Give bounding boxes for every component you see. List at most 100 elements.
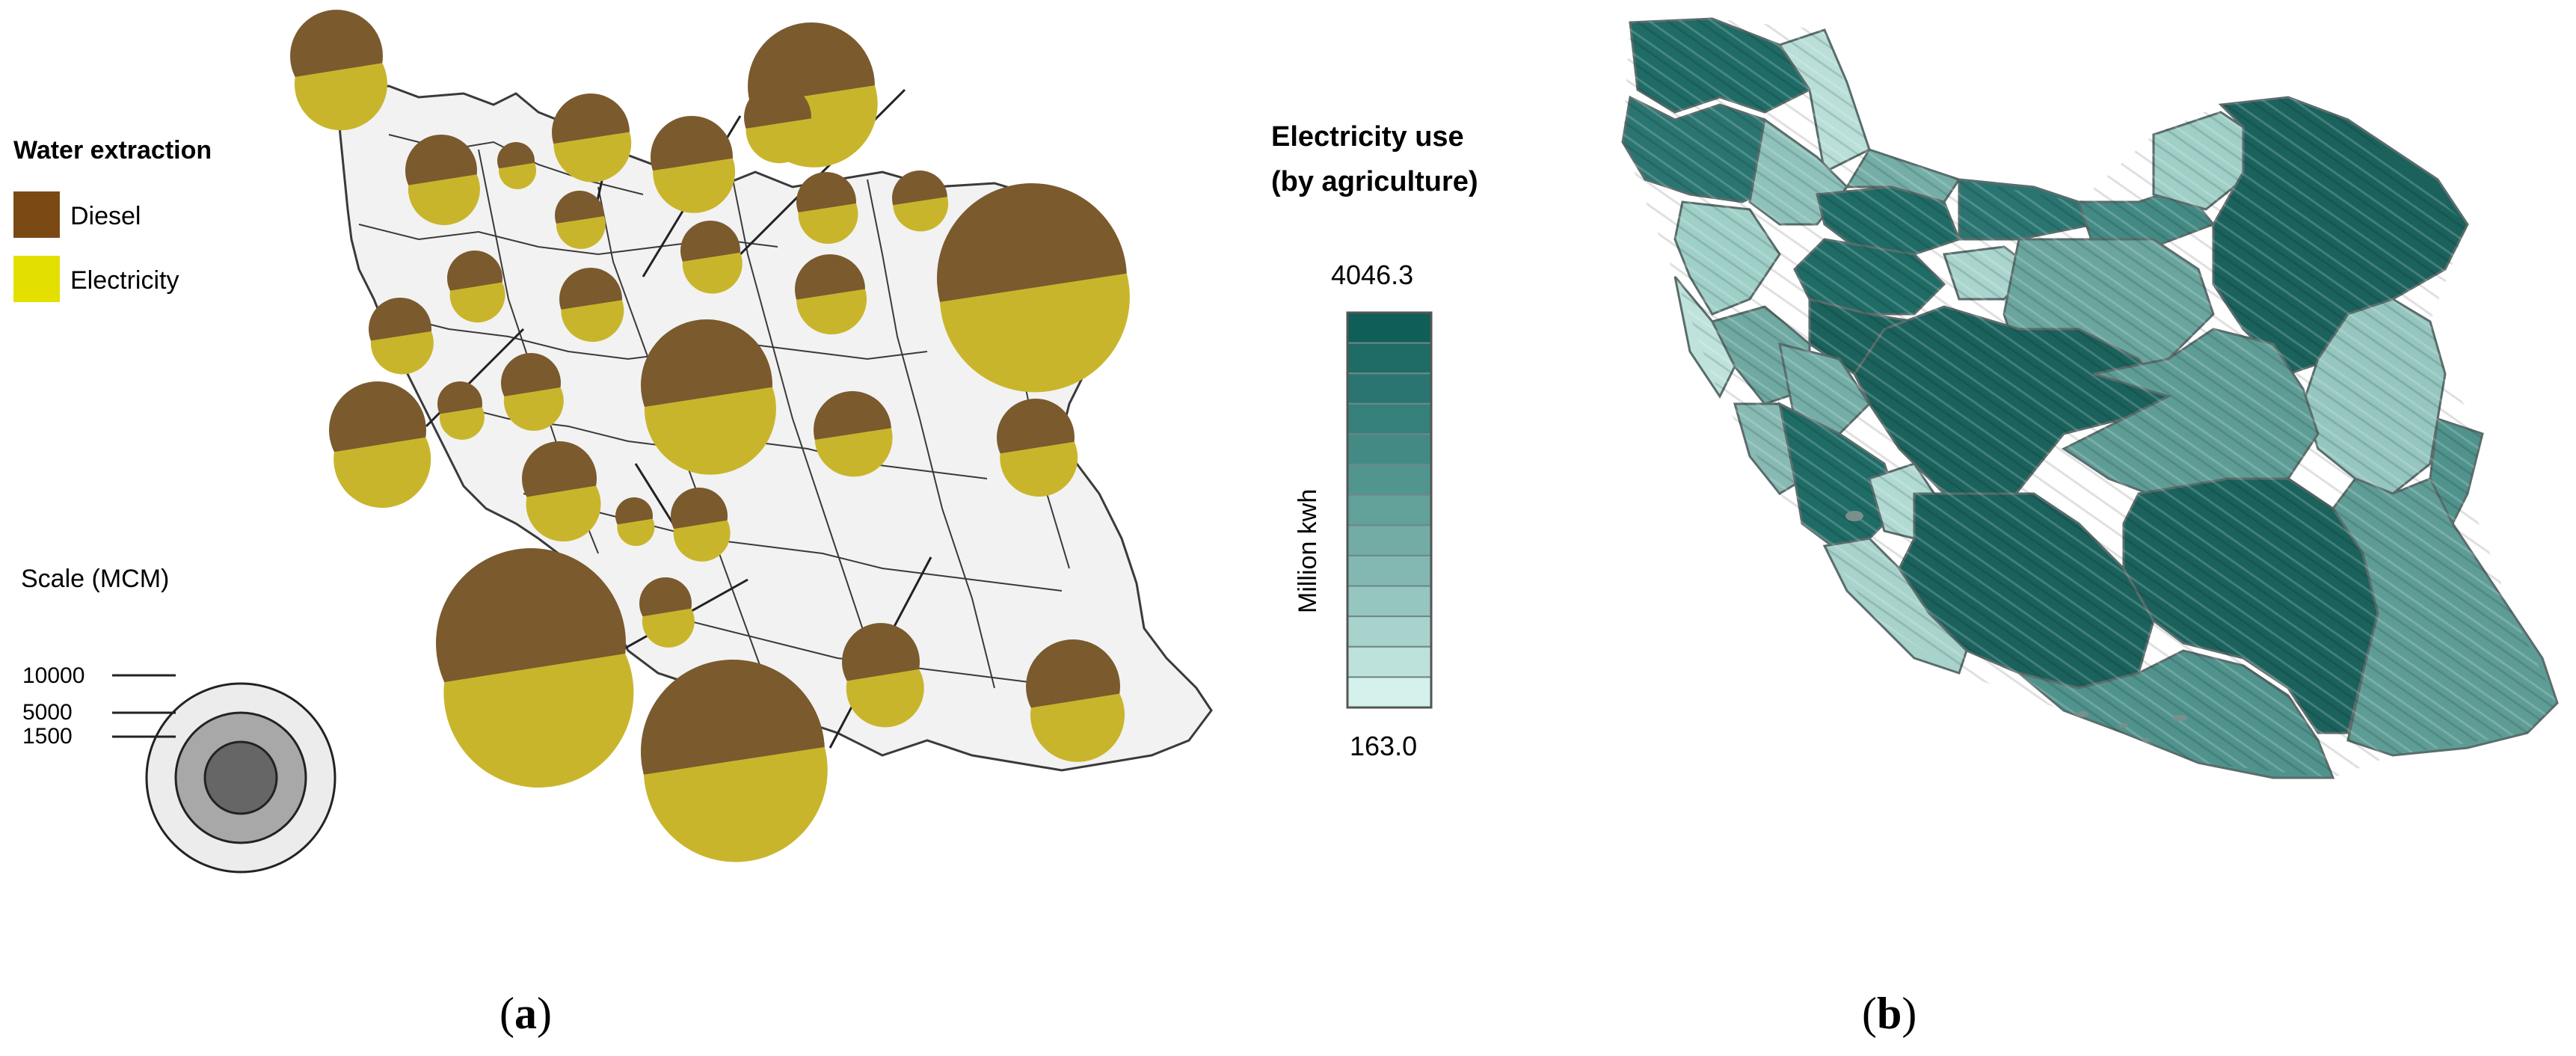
pie-electricity-share bbox=[746, 118, 814, 164]
colorbar-step bbox=[1347, 524, 1432, 556]
pie-electricity-share bbox=[814, 428, 893, 477]
pie-chart bbox=[892, 171, 949, 232]
pie-chart bbox=[651, 116, 736, 213]
pie-chart bbox=[555, 191, 606, 249]
map-b-provinces bbox=[1621, 17, 2559, 779]
pie-electricity-share bbox=[643, 746, 828, 862]
pie-chart bbox=[796, 172, 858, 245]
panel-b: (b) bbox=[1621, 17, 2559, 1038]
pie-electricity-share bbox=[1000, 441, 1078, 497]
map-b-province-nw1 bbox=[1629, 17, 1812, 114]
pie-electricity-share bbox=[553, 132, 632, 182]
colorbar-step bbox=[1347, 402, 1432, 435]
colorbar-step bbox=[1347, 554, 1432, 587]
pie-electricity-share bbox=[333, 437, 431, 509]
colorbar-step bbox=[1347, 494, 1432, 527]
pie-chart bbox=[522, 441, 601, 541]
pie-electricity-share bbox=[294, 63, 387, 131]
pie-electricity-share bbox=[370, 331, 434, 375]
pie-chart bbox=[290, 10, 387, 131]
pie-chart bbox=[842, 623, 924, 728]
legend-b-colorbar-frame bbox=[1346, 311, 1433, 709]
colorbar-step bbox=[1347, 312, 1432, 344]
pie-electricity-share bbox=[673, 520, 731, 562]
map-b-islands bbox=[1845, 511, 2187, 743]
colorbar-step bbox=[1347, 372, 1432, 405]
colorbar-step bbox=[1347, 645, 1432, 678]
pie-chart bbox=[501, 353, 564, 432]
pie-chart bbox=[937, 183, 1130, 393]
pie-electricity-share bbox=[893, 197, 949, 232]
pie-chart bbox=[437, 381, 485, 440]
pie-chart bbox=[680, 221, 743, 294]
pie-chart bbox=[671, 488, 731, 562]
caption-a-close: ) bbox=[537, 989, 552, 1038]
colorbar-step bbox=[1347, 616, 1432, 648]
caption-a-open: ( bbox=[499, 989, 514, 1038]
pie-chart bbox=[641, 319, 776, 475]
legend-a-title: Water extraction bbox=[13, 136, 212, 165]
caption-b-close: ) bbox=[1902, 989, 1916, 1038]
pie-electricity-share bbox=[617, 518, 655, 547]
scale-tick-10000: 10000 bbox=[22, 663, 84, 688]
colorbar-step bbox=[1347, 342, 1432, 375]
pie-electricity-share bbox=[798, 203, 858, 245]
legend-b-title-line2: (by agriculture) bbox=[1271, 166, 1478, 197]
pie-chart bbox=[497, 142, 537, 190]
caption-b-letter: b bbox=[1877, 989, 1902, 1038]
legend-a-electricity-swatch bbox=[13, 256, 60, 302]
pie-chart bbox=[447, 251, 505, 323]
legend-b-max-label: 4046.3 bbox=[1331, 260, 1413, 290]
pie-electricity-share bbox=[642, 608, 695, 648]
pie-electricity-share bbox=[653, 158, 736, 213]
pie-chart bbox=[329, 381, 431, 509]
scale-circle-1500 bbox=[203, 740, 278, 815]
legend-b-axis-label: Million kwh bbox=[1294, 489, 1322, 613]
colorbar-step bbox=[1347, 464, 1432, 496]
pie-electricity-share bbox=[439, 407, 485, 440]
caption-b: (b) bbox=[1862, 989, 1916, 1038]
pie-chart bbox=[997, 399, 1078, 497]
map-a-pies bbox=[290, 10, 1130, 862]
pie-electricity-share bbox=[644, 387, 776, 475]
pie-electricity-share bbox=[556, 215, 606, 249]
pie-chart bbox=[405, 135, 480, 225]
legend-a-diesel-label: Diesel bbox=[70, 202, 141, 230]
pie-chart bbox=[744, 84, 814, 164]
pie-electricity-share bbox=[796, 289, 867, 335]
pie-electricity-share bbox=[561, 300, 624, 343]
pie-chart bbox=[639, 577, 695, 648]
pie-electricity-share bbox=[526, 485, 601, 541]
scale-tick-1500: 1500 bbox=[22, 724, 73, 749]
scale-title: Scale (MCM) bbox=[21, 565, 169, 593]
pie-electricity-share bbox=[1030, 693, 1125, 762]
pie-electricity-share bbox=[408, 174, 480, 225]
colorbar-step bbox=[1347, 585, 1432, 618]
legend-b-colorbar bbox=[1347, 312, 1432, 709]
caption-a-letter: a bbox=[514, 989, 537, 1038]
panel-a: Water extraction Diesel Electricity Scal… bbox=[13, 10, 1213, 1038]
pie-chart bbox=[369, 298, 434, 375]
pie-electricity-share bbox=[682, 252, 743, 294]
legend-b-min-label: 163.0 bbox=[1350, 731, 1417, 761]
colorbar-step bbox=[1347, 676, 1432, 709]
scale-tick-5000: 5000 bbox=[22, 700, 73, 725]
pie-chart bbox=[641, 660, 828, 862]
legend-b-title-line1: Electricity use bbox=[1271, 121, 1464, 153]
pie-electricity-share bbox=[499, 162, 537, 190]
legend-a-diesel-swatch bbox=[13, 191, 60, 238]
pie-chart bbox=[552, 93, 632, 182]
map-b-province-mazandaran bbox=[1958, 178, 2096, 241]
pie-electricity-share bbox=[846, 669, 924, 728]
caption-a: (a) bbox=[499, 989, 552, 1038]
pie-electricity-share bbox=[449, 282, 505, 323]
caption-b-open: ( bbox=[1862, 989, 1877, 1038]
pie-electricity-share bbox=[503, 387, 564, 432]
pie-chart bbox=[1026, 639, 1125, 762]
legend-a-electricity-label: Electricity bbox=[70, 266, 179, 295]
colorbar-step bbox=[1347, 433, 1432, 466]
pie-chart bbox=[814, 391, 893, 477]
pie-electricity-share bbox=[940, 273, 1130, 393]
pie-chart bbox=[795, 254, 867, 335]
